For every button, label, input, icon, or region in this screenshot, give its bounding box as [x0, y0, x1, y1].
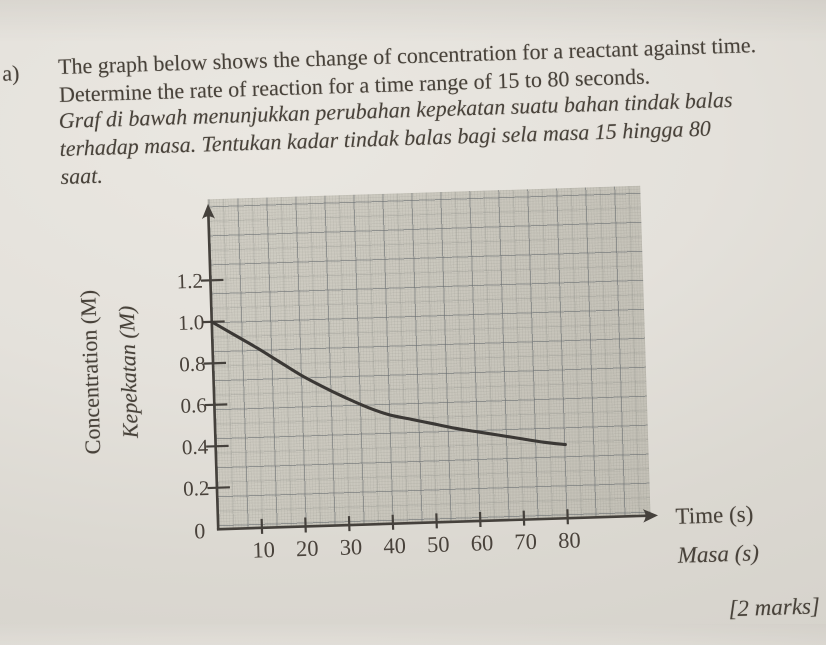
y-tick-label: 1.2: [176, 269, 203, 294]
x-tick-label: 10: [252, 537, 275, 563]
x-tick-label: 70: [514, 529, 537, 555]
graph-paper-grid: [207, 186, 650, 529]
y-tick-label: 1.0: [178, 310, 205, 335]
y-axis-label-malay: Kepekatan (M): [114, 305, 144, 438]
x-tick-label: 30: [339, 534, 362, 560]
x-axis-label-malay: Masa (s): [677, 540, 759, 569]
x-axis-label-english: Time (s): [675, 501, 754, 529]
question-part-label: a): [2, 60, 20, 87]
photographed-page: { "page": { "part_label": "a)", "questio…: [0, 0, 826, 624]
x-tick-label: 50: [427, 531, 450, 557]
y-axis-label-english: Concentration (M): [75, 290, 106, 455]
marks-label: [2 marks]: [728, 593, 820, 622]
x-tick-label: 80: [558, 527, 581, 553]
x-tick-label: 40: [383, 533, 406, 559]
y-tick-label: 0.8: [179, 352, 206, 377]
y-tick-label: 0.4: [182, 434, 209, 459]
y-tick-label: 0.6: [180, 393, 207, 418]
origin-label: 0: [194, 518, 206, 543]
y-tick-label: 0.2: [183, 476, 210, 501]
x-tick-label: 60: [470, 530, 493, 556]
x-tick-label: 20: [296, 536, 319, 562]
